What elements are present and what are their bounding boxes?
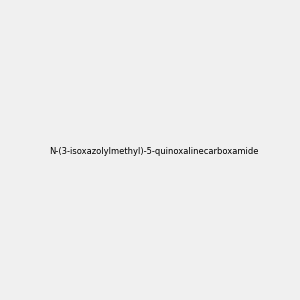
Text: N-(3-isoxazolylmethyl)-5-quinoxalinecarboxamide: N-(3-isoxazolylmethyl)-5-quinoxalinecarb… [49, 147, 259, 156]
